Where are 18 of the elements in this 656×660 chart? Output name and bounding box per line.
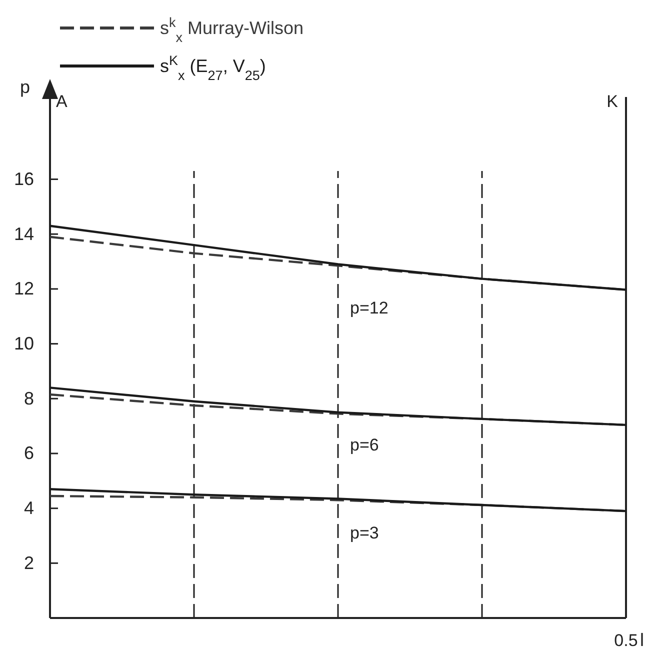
annotation: p=3 — [350, 523, 379, 542]
y-tick-label: 12 — [14, 278, 34, 299]
y-tick-label: 14 — [14, 224, 34, 244]
text: 0.5 — [614, 631, 638, 650]
x-axis-title: l — [640, 630, 644, 650]
y-tick-label: 6 — [24, 443, 34, 464]
y-tick-label: 16 — [14, 169, 34, 190]
y-tick-label: 10 — [14, 334, 34, 354]
y-tick-label: 4 — [24, 498, 34, 518]
annotation: p=6 — [350, 436, 379, 455]
y-tick-label: 2 — [24, 552, 34, 573]
y-tick-label: 8 — [24, 388, 34, 408]
annotation: p=12 — [350, 298, 388, 318]
text: s$^{K}$$_{x}$ (E$_{27}$, V$_{25}$) — [160, 52, 266, 82]
y-axis-title: p — [20, 77, 30, 97]
annotation: A — [56, 92, 68, 111]
text: s$^{k}$$_{x}$ Murray-Wilson — [160, 14, 304, 44]
annotation: K — [606, 92, 619, 111]
